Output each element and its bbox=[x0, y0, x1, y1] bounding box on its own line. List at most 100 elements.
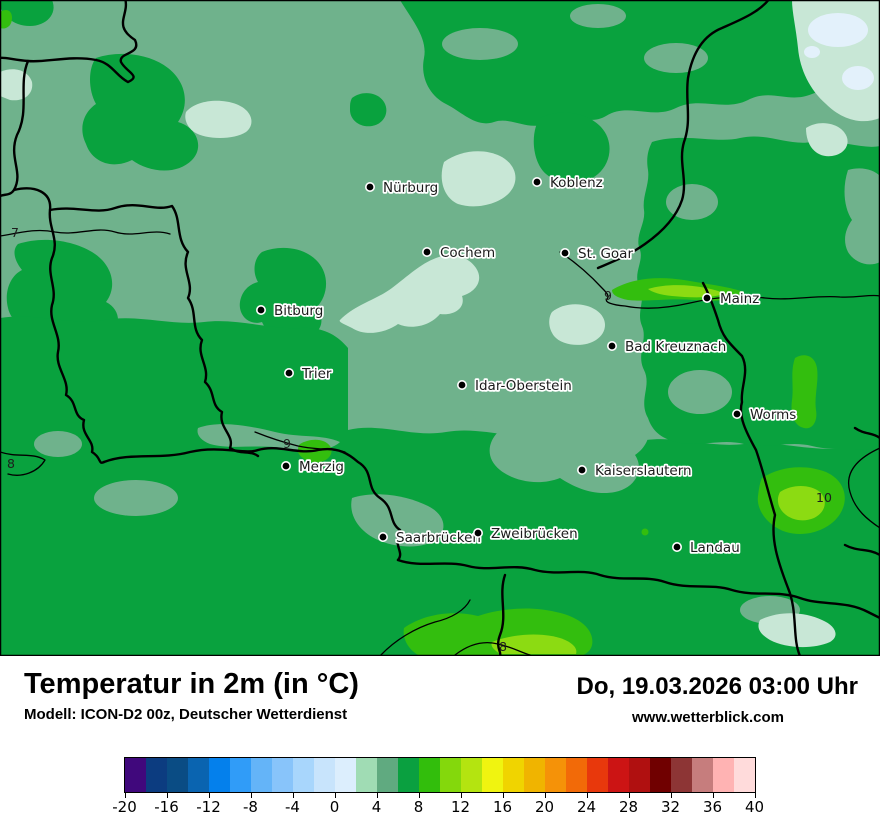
colorbar-tick-label: 24 bbox=[576, 798, 597, 816]
city-dot-icon bbox=[731, 408, 742, 419]
page-title: Temperatur in 2m (in °C) bbox=[24, 668, 359, 700]
contour-value-label: 7 bbox=[11, 225, 19, 240]
contour-value-label: 8 bbox=[7, 456, 15, 471]
city-dot-icon bbox=[531, 177, 542, 188]
colorbar-tick bbox=[250, 792, 252, 798]
website-url: www.wetterblick.com bbox=[632, 709, 784, 726]
colorbar-segment bbox=[377, 758, 398, 792]
city-label: Zweibrücken bbox=[491, 526, 578, 542]
colorbar-tick-label: -12 bbox=[196, 798, 221, 816]
forecast-datetime: Do, 19.03.2026 03:00 Uhr bbox=[576, 673, 859, 700]
colorbar-segment bbox=[650, 758, 671, 792]
city-label: Merzig bbox=[299, 459, 344, 475]
colorbar-segment bbox=[545, 758, 566, 792]
colorbar-segment bbox=[335, 758, 356, 792]
colorbar-tick bbox=[334, 792, 336, 798]
colorbar-tick-label: 20 bbox=[534, 798, 555, 816]
border-lines bbox=[0, 0, 880, 656]
region-0-2C bbox=[804, 13, 874, 90]
colorbar-segment bbox=[629, 758, 650, 792]
city-label: Bad Kreuznach bbox=[625, 339, 726, 355]
colorbar-segment bbox=[461, 758, 482, 792]
city-markers: Nürburg Koblenz Cochem St. Goar Bitburg Mainz… bbox=[255, 173, 798, 558]
city-label: Saarbrücken bbox=[396, 530, 481, 546]
city-marker-idar-oberstein: Idar-Oberstein bbox=[456, 376, 573, 396]
colorbar-tick bbox=[124, 792, 126, 798]
colorbar-tick-label: -16 bbox=[154, 798, 179, 816]
colorbar-tick bbox=[292, 792, 294, 798]
colorbar-tick-label: 12 bbox=[450, 798, 471, 816]
colorbar-tick bbox=[208, 792, 210, 798]
city-dot-icon bbox=[280, 460, 291, 471]
colorbar-segment bbox=[230, 758, 251, 792]
city-label: Landau bbox=[690, 540, 740, 556]
contour-value-label: 10 bbox=[816, 490, 832, 505]
colorbar-segment bbox=[587, 758, 608, 792]
colorbar-segment bbox=[608, 758, 629, 792]
colorbar-tick bbox=[460, 792, 462, 798]
colorbar-segment bbox=[419, 758, 440, 792]
city-label: Mainz bbox=[720, 291, 759, 307]
contour-lines bbox=[0, 229, 880, 656]
city-dot-icon bbox=[364, 182, 375, 193]
city-dot-icon bbox=[283, 367, 294, 378]
colorbar-tick-label: 32 bbox=[660, 798, 681, 816]
colorbar-segment bbox=[566, 758, 587, 792]
city-marker-worms: Worms bbox=[731, 405, 798, 425]
city-label: Worms bbox=[750, 407, 796, 423]
city-marker-cochem: Cochem bbox=[421, 243, 497, 263]
map-frame bbox=[0, 0, 880, 656]
city-marker-merzig: Merzig bbox=[280, 457, 346, 477]
city-marker-bitburg: Bitburg bbox=[255, 301, 325, 321]
colorbar-tick-label: 0 bbox=[329, 798, 340, 816]
city-dot-icon bbox=[576, 464, 587, 475]
colorbar-segment bbox=[356, 758, 377, 792]
colorbar-segment bbox=[671, 758, 692, 792]
city-marker-trier: Trier bbox=[283, 364, 334, 384]
contour-value-label: 9 bbox=[283, 436, 291, 451]
city-dot-icon bbox=[559, 248, 570, 259]
colorbar-segment bbox=[251, 758, 272, 792]
temperature-colorbar bbox=[124, 757, 756, 793]
colorbar-tick bbox=[586, 792, 588, 798]
colorbar-tick-label: -20 bbox=[112, 798, 137, 816]
city-dot-icon bbox=[255, 304, 266, 315]
city-label: Nürburg bbox=[383, 180, 438, 196]
colorbar-segment bbox=[125, 758, 146, 792]
colorbar-tick-label: 40 bbox=[744, 798, 765, 816]
city-marker-kaiserslautern: Kaiserslautern bbox=[576, 461, 693, 481]
colorbar-tick bbox=[166, 792, 168, 798]
city-label: Idar-Oberstein bbox=[475, 378, 572, 394]
city-dot-icon bbox=[421, 247, 432, 258]
colorbar-tick-label: 8 bbox=[413, 798, 424, 816]
colorbar-tick bbox=[754, 792, 756, 798]
colorbar-tick-label: 4 bbox=[371, 798, 382, 816]
colorbar-segment bbox=[713, 758, 734, 792]
colorbar-tick-label: 28 bbox=[618, 798, 639, 816]
colorbar-segment bbox=[692, 758, 713, 792]
colorbar-segment bbox=[524, 758, 545, 792]
city-dot-icon bbox=[456, 379, 467, 390]
city-dot-icon bbox=[606, 340, 617, 351]
colorbar-tick bbox=[544, 792, 546, 798]
colorbar-tick bbox=[712, 792, 714, 798]
colorbar-tick-label: -4 bbox=[285, 798, 300, 816]
colorbar-segment bbox=[398, 758, 419, 792]
colorbar-segment bbox=[209, 758, 230, 792]
model-subtitle: Modell: ICON-D2 00z, Deutscher Wetterdie… bbox=[24, 706, 348, 723]
colorbar-tick-label: -8 bbox=[243, 798, 258, 816]
colorbar-tick bbox=[628, 792, 630, 798]
city-dot-icon bbox=[671, 541, 682, 552]
colorbar-tick bbox=[502, 792, 504, 798]
city-label: Kaiserslautern bbox=[595, 463, 692, 479]
city-dot-icon bbox=[701, 292, 712, 303]
city-label: Bitburg bbox=[274, 303, 323, 319]
colorbar-segment bbox=[314, 758, 335, 792]
city-marker-st-goar: St. Goar bbox=[559, 244, 635, 264]
colorbar-segment bbox=[146, 758, 167, 792]
city-label: Koblenz bbox=[550, 175, 603, 191]
colorbar-segment bbox=[503, 758, 524, 792]
colorbar-tick bbox=[376, 792, 378, 798]
contour-labels: 7 8 9 9 10 8 bbox=[7, 225, 832, 654]
city-dot-icon bbox=[377, 531, 388, 542]
